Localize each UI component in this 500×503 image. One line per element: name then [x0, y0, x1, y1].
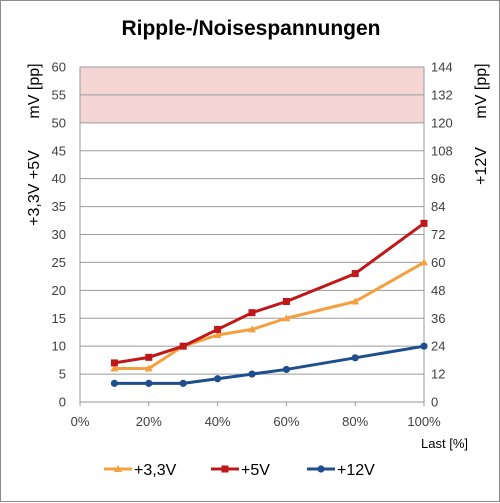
y-left-tick-label: 30 [52, 227, 66, 242]
x-axis-title: Last [%] [421, 436, 468, 451]
x-tick-label: 0% [71, 414, 90, 429]
legend: +3,3V +5V +12V [104, 462, 375, 479]
x-tick-label: 60% [273, 414, 299, 429]
y-left-tick-label: 45 [52, 143, 66, 158]
legend-label: +5V [241, 462, 270, 479]
y-right-tick-label: 60 [431, 255, 445, 270]
triangle-marker [282, 314, 291, 322]
circle-marker [248, 370, 256, 378]
y-right-tick-label: 108 [431, 143, 453, 158]
circle-marker [145, 379, 153, 387]
left-axis-rail-label: +3,3V +5V [26, 150, 43, 226]
circle-marker [317, 465, 325, 473]
circle-marker [214, 375, 222, 383]
square-marker [351, 270, 359, 278]
triangle-marker [351, 297, 360, 305]
y-left-tick-label: 5 [59, 367, 66, 382]
legend-entry: +5V [211, 462, 270, 479]
x-tick-label: 100% [407, 414, 441, 429]
square-marker [110, 359, 118, 367]
y-left-tick-label: 15 [52, 311, 66, 326]
x-tick-label: 20% [136, 414, 162, 429]
y-right-tick-label: 84 [431, 199, 445, 214]
y-right-tick-label: 132 [431, 87, 453, 102]
legend-label: +3,3V [134, 462, 177, 479]
y-right-tick-label: 72 [431, 227, 445, 242]
square-marker [145, 353, 153, 361]
series-triangle [110, 258, 428, 372]
triangle-marker [420, 258, 428, 266]
legend-label: +12V [337, 462, 375, 479]
y-left-tick-label: 60 [52, 60, 66, 75]
y-right-tick-label: 96 [431, 171, 445, 186]
legend-entry: +3,3V [104, 462, 177, 479]
triangle-marker [114, 465, 122, 472]
square-marker [221, 465, 229, 473]
series-circle [110, 342, 428, 387]
series-line [114, 261, 425, 370]
circle-marker [351, 354, 359, 362]
square-marker [214, 325, 222, 333]
square-marker [179, 342, 187, 350]
series-square [110, 219, 428, 367]
y-right-tick-label: 24 [431, 339, 445, 354]
y-right-tick-label: 144 [431, 60, 453, 75]
y-left-tick-label: 40 [52, 171, 66, 186]
y-right-tick-label: 120 [431, 115, 453, 130]
x-tick-label: 80% [342, 414, 368, 429]
chart-title: Ripple-/Noisespannungen [121, 17, 380, 40]
circle-marker [282, 365, 290, 374]
square-marker [420, 219, 428, 227]
y-right-tick-label: 12 [431, 367, 445, 382]
series-line [114, 222, 425, 365]
square-marker [248, 309, 256, 317]
right-axis-rail-label: +12V [473, 147, 490, 185]
series-line [114, 344, 425, 385]
y-right-tick-label: 36 [431, 311, 445, 326]
circle-marker [110, 379, 118, 387]
circle-marker [420, 342, 428, 350]
legend-entry: +12V [307, 462, 375, 479]
y-left-tick-label: 20 [52, 283, 66, 298]
left-axis-unit-label: mV [pp] [26, 63, 43, 118]
y-right-tick-label: 48 [431, 283, 445, 298]
square-marker [282, 298, 290, 305]
y-left-tick-label: 10 [52, 339, 66, 354]
y-left-tick-label: 35 [52, 199, 66, 214]
triangle-marker [110, 364, 119, 372]
y-left-tick-label: 0 [59, 395, 66, 410]
triangle-marker [248, 325, 256, 333]
right-axis-unit-label: mV [pp] [473, 63, 490, 118]
y-right-tick-label: 0 [431, 395, 438, 410]
y-left-tick-label: 25 [52, 255, 66, 270]
y-left-tick-label: 50 [52, 115, 66, 130]
circle-marker [179, 379, 187, 387]
y-left-tick-label: 55 [52, 87, 66, 102]
triangle-marker [144, 364, 153, 372]
triangle-marker [213, 331, 222, 338]
x-tick-label: 40% [205, 414, 231, 429]
